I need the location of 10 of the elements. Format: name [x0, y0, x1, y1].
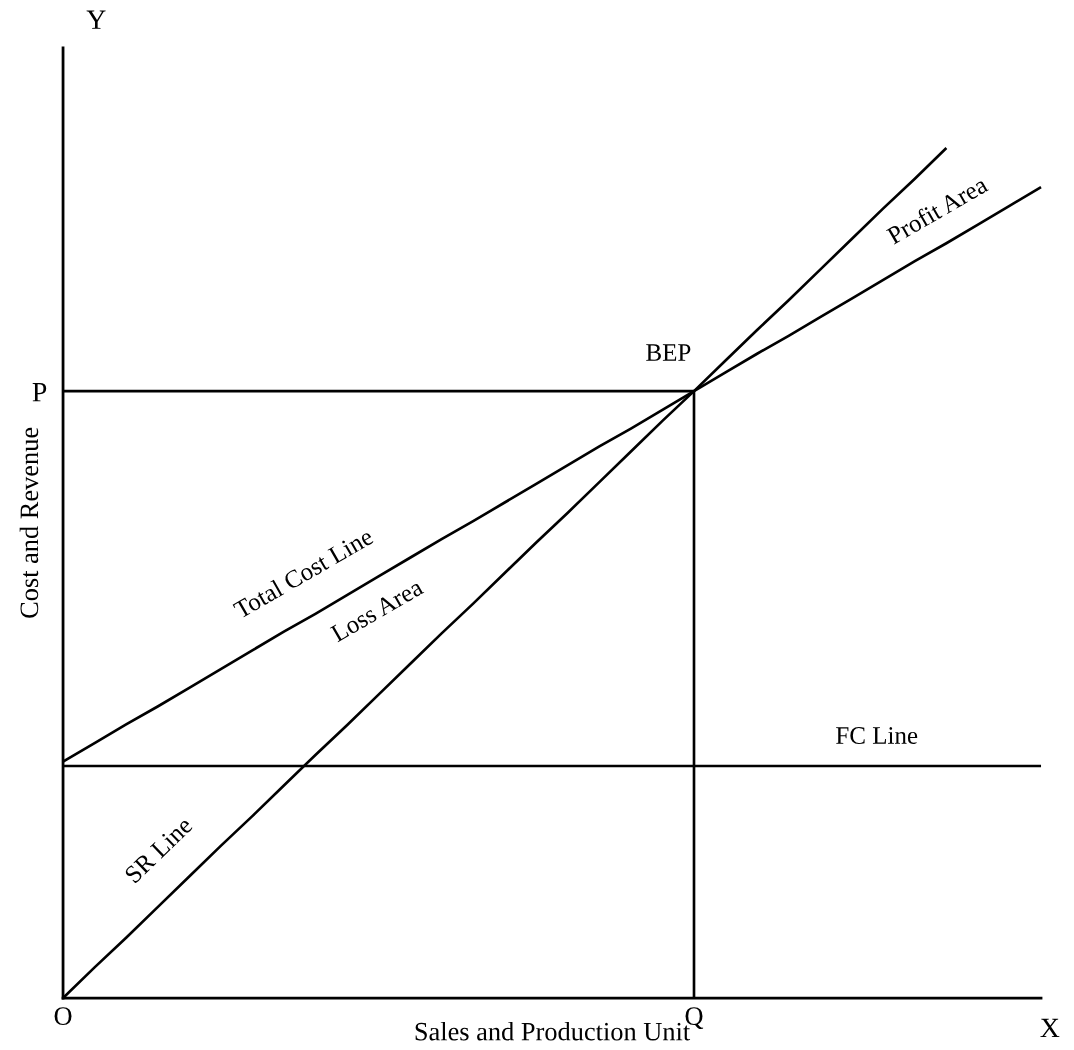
text: P: [32, 383, 47, 402]
y-axis-title: Cost and Revenue: [19, 427, 39, 618]
text: X: [1040, 1018, 1060, 1038]
annotation: Profit Area: [885, 174, 989, 245]
annotation: BEP: [646, 344, 691, 361]
annotation: SR Line: [124, 816, 194, 884]
text: Y: [86, 10, 106, 29]
x-tick-label: O: [54, 1007, 72, 1025]
annotation: FC Line: [836, 727, 918, 744]
annotation: Loss Area: [329, 578, 425, 643]
